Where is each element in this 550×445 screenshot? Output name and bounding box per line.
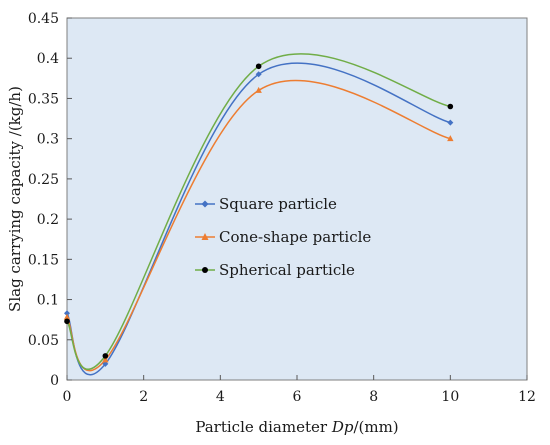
y-tick-label: 0.45 <box>28 11 59 27</box>
y-tick-label: 0.3 <box>37 132 59 148</box>
series-line-square <box>66 62 451 376</box>
data-point-spherical <box>255 63 262 70</box>
y-tick-label: 0.1 <box>37 293 59 309</box>
x-tick-label: 10 <box>441 389 459 405</box>
legend-marker-spherical <box>202 267 208 273</box>
y-tick-label: 0.25 <box>28 172 59 188</box>
data-point-cone <box>102 356 109 363</box>
legend-marker-square <box>201 200 209 208</box>
data-point-square <box>255 71 262 78</box>
legend-item-square: Square particle <box>195 195 337 213</box>
legend-label-cone: Cone-shape particle <box>219 228 371 246</box>
legend-label-spherical: Spherical particle <box>219 261 355 279</box>
data-point-spherical <box>64 318 70 325</box>
legend-item-cone: Cone-shape particle <box>195 228 371 246</box>
y-tick-label: 0.15 <box>28 252 59 268</box>
y-tick-label: 0 <box>50 373 59 389</box>
data-point-cone <box>63 313 71 320</box>
legend-label-square: Square particle <box>219 195 337 213</box>
y-tick-label: 0.05 <box>28 333 59 349</box>
legend-item-spherical: Spherical particle <box>195 261 355 279</box>
x-tick-label: 4 <box>216 389 225 405</box>
x-tick-label: 8 <box>369 389 378 405</box>
y-tick-label: 0.35 <box>28 91 59 107</box>
x-tick-label: 12 <box>518 389 536 405</box>
x-tick-label: 2 <box>139 389 148 405</box>
y-axis-title: Slag carrying capacity /(kg/h) <box>6 86 24 312</box>
x-tick-label: 6 <box>293 389 302 405</box>
data-point-square <box>64 310 70 317</box>
y-tick-label: 0.2 <box>37 212 59 228</box>
series-layer <box>63 53 454 376</box>
data-point-spherical <box>447 103 454 110</box>
axes-layer: 0 2 4 6 8 10 12 0 0.05 0.1 0.15 0.2 0.25 0.3 0.35 0.4 0.… <box>28 11 536 405</box>
legend: Square particle Cone-shape particle Sphe… <box>195 195 371 279</box>
data-point-square <box>102 360 109 367</box>
plot-area <box>66 17 528 381</box>
data-point-square <box>447 119 454 126</box>
x-axis-title: Particle diameter Dp/(mm) <box>195 418 398 436</box>
data-point-cone <box>255 86 262 93</box>
legend-marker-cone <box>201 233 209 240</box>
series-line-spherical <box>66 53 451 370</box>
y-tick-label: 0.4 <box>37 51 59 67</box>
x-tick-label: 0 <box>63 389 72 405</box>
data-point-cone <box>447 135 454 142</box>
data-point-spherical <box>102 353 109 359</box>
